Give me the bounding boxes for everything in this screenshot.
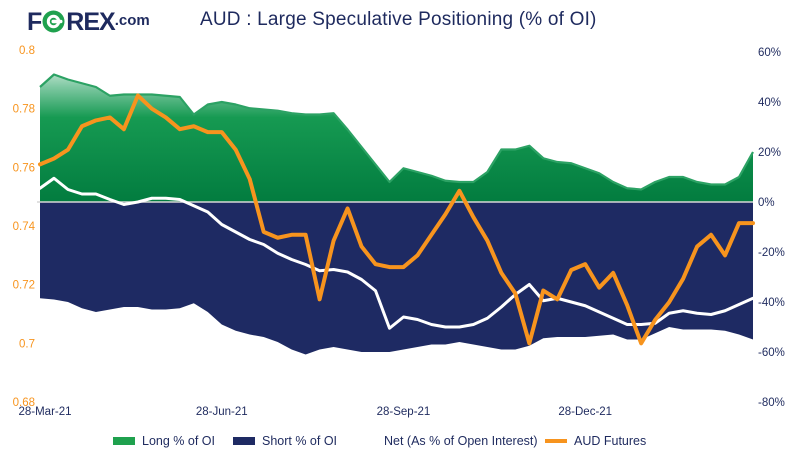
chart-header: F REX .com AUD : Large Speculative Posit… [0, 0, 800, 42]
legend-label: Net (As % of Open Interest) [384, 434, 538, 448]
y-axis-label-left: 0.74 [13, 221, 36, 233]
x-axis-label: 28-Sep-21 [377, 406, 431, 418]
forex-logo: F REX .com [27, 8, 150, 35]
aud-futures-line [38, 93, 755, 346]
legend-label: Short % of OI [262, 434, 338, 448]
legend-label: AUD Futures [574, 434, 647, 448]
logo-text-rex: REX [66, 7, 115, 36]
y-axis-label-right: 60% [758, 47, 781, 59]
legend-item-net-as-of-open-interest: Net (As % of Open Interest) [355, 430, 538, 452]
y-axis-label-left: 0.72 [13, 280, 35, 292]
logo-text-f: F [27, 7, 42, 36]
legend-swatch-line-icon [545, 439, 567, 443]
legend-swatch-bar-icon [113, 437, 135, 445]
x-axis-label: 28-Jun-21 [196, 406, 248, 418]
y-axis-label-left: 0.78 [13, 104, 35, 116]
y-axis-label-right: -40% [758, 297, 785, 309]
y-axis-label-right: -20% [758, 247, 785, 259]
y-axis-label-right: 0% [758, 197, 775, 209]
x-axis-label: 28-Mar-21 [18, 406, 71, 418]
legend-swatch-line-icon [355, 439, 377, 443]
forex-logo-o-icon [42, 10, 65, 33]
y-axis-label-left: 0.76 [13, 162, 35, 174]
legend-item-long-of-oi: Long % of OI [113, 430, 215, 452]
y-axis-label-right: 20% [758, 147, 781, 159]
y-axis-label-left: 0.68 [13, 397, 35, 409]
legend-item-short-of-oi: Short % of OI [233, 430, 337, 452]
legend-swatch-bar-icon [233, 437, 255, 445]
y-axis-label-right: 40% [758, 97, 781, 109]
y-axis-label-right: -60% [758, 347, 785, 359]
logo-text-com: .com [114, 12, 150, 29]
y-axis-label-left: 0.8 [19, 45, 35, 57]
short-percent-oi-area [40, 202, 753, 355]
legend-label: Long % of OI [142, 434, 215, 448]
chart-legend: Long % of OI Short % of OI Net (As % of Op… [0, 430, 800, 454]
long-percent-oi-area [40, 74, 753, 202]
chart-title: AUD : Large Speculative Positioning (% o… [200, 9, 597, 30]
x-axis-label: 28-Dec-21 [558, 406, 612, 418]
y-axis-label-left: 0.7 [19, 338, 35, 350]
legend-item-aud-futures: AUD Futures [545, 430, 646, 452]
long-area-top-edge [39, 73, 754, 191]
y-axis-label-right: -80% [758, 397, 785, 409]
